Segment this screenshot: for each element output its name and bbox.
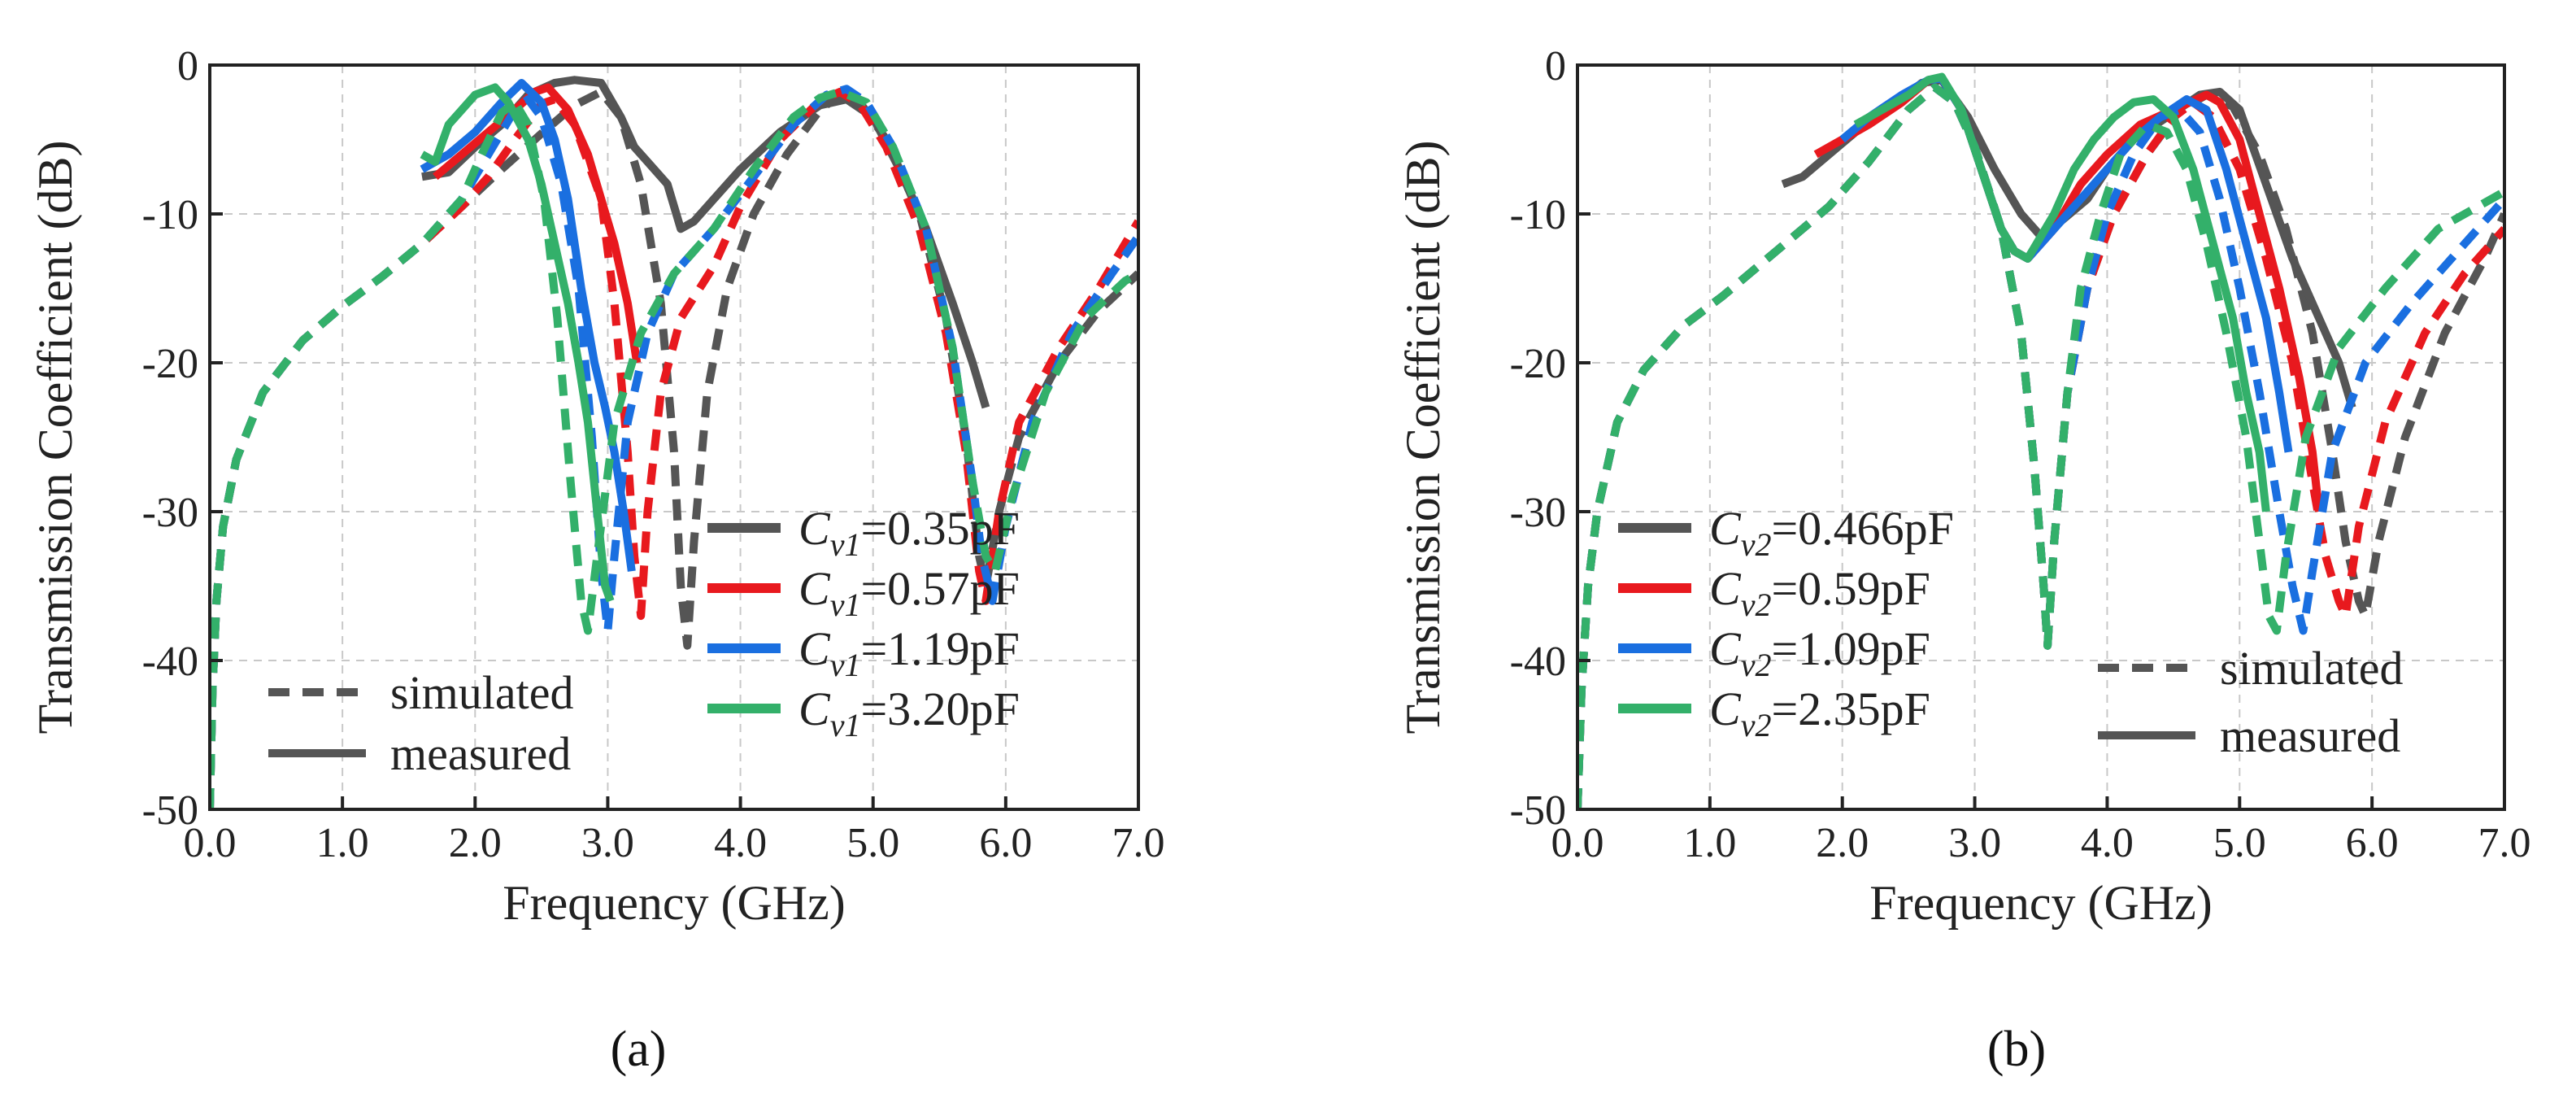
legend-value: 1.19pF	[887, 622, 1020, 675]
y-tick-label: -30	[1510, 490, 1566, 536]
legend-label-1: Cv2=0.466pF	[1709, 502, 1954, 563]
legend-equals: =	[1771, 562, 1798, 615]
chart-panel-a: 0.0 1.0 2.0 3.0 4.0 5.0 6.0 7.0 0 -10 -20 -30 -40 -50…	[28, 43, 1165, 930]
legend-label-3: Cv2=1.09pF	[1709, 622, 1930, 683]
legend-subscript: v1	[830, 586, 861, 623]
legend-symbol: C	[798, 562, 831, 615]
y-tick-label: 0	[1545, 43, 1566, 89]
x-tick-label: 7.0	[1112, 820, 1165, 866]
legend-equals: =	[1771, 502, 1798, 555]
x-tick-label: 7.0	[2478, 820, 2531, 866]
y-tick-label: -10	[142, 192, 198, 238]
x-tick-label: 3.0	[581, 820, 634, 866]
x-axis-label: Frequency (GHz)	[1869, 876, 2213, 930]
legend-subscript: v2	[1741, 586, 1772, 623]
plot-frame	[208, 63, 1140, 811]
caption-b: (b)	[1987, 1022, 2046, 1077]
x-tick-label: 4.0	[2081, 820, 2134, 866]
legend-symbol: C	[798, 502, 831, 555]
y-tick-label: -20	[142, 341, 198, 387]
legend-value: 0.35pF	[887, 502, 1020, 555]
x-tick-label: 1.0	[316, 820, 369, 866]
legend-simulated-label: simulated	[390, 666, 574, 719]
y-tick-label: -50	[1510, 787, 1566, 834]
caption-a: (a)	[611, 1022, 667, 1077]
legend-measured-label: measured	[390, 727, 571, 780]
x-axis-label: Frequency (GHz)	[503, 876, 846, 930]
series-measured-line-4	[1853, 72, 2270, 512]
legend-symbol: C	[1709, 502, 1742, 555]
legend-value: 0.57pF	[887, 562, 1020, 615]
legend-value: 3.20pF	[887, 682, 1020, 735]
legend-symbol: C	[798, 682, 831, 735]
y-tick-label: 0	[177, 43, 198, 89]
legend-subscript: v1	[830, 707, 861, 743]
series-measured-line-1	[421, 76, 990, 409]
data-curves	[210, 76, 1138, 809]
legend-label-4: Cv2=2.35pF	[1709, 682, 1930, 743]
x-tick-label: 2.0	[449, 820, 502, 866]
legend-label-2: Cv2=0.59pF	[1709, 562, 1930, 623]
legend-equals: =	[1771, 682, 1798, 735]
chart-panel-b: 0.0 1.0 2.0 3.0 4.0 5.0 6.0 7.0 0 -10 -20 -30 -40 -50…	[1396, 43, 2531, 930]
legend-label-4: Cv1=3.20pF	[798, 682, 1020, 743]
legend-label-2: Cv1=0.57pF	[798, 562, 1020, 623]
x-tick-label: 5.0	[2213, 820, 2266, 866]
data-curves	[1577, 72, 2504, 809]
y-tick-label: -30	[142, 490, 198, 536]
legend-subscript: v2	[1741, 707, 1772, 743]
legend-value: 2.35pF	[1798, 682, 1930, 735]
x-tick-label: 3.0	[1948, 820, 2001, 866]
y-tick-label: -20	[1510, 341, 1566, 387]
legend-value: 0.59pF	[1798, 562, 1930, 615]
y-tick-label: -10	[1510, 192, 1566, 238]
legend-label-3: Cv1=1.19pF	[798, 622, 1020, 683]
legend-equals: =	[860, 622, 887, 675]
series-measured-line-2	[433, 83, 642, 364]
legend-label-1: Cv1=0.35pF	[798, 502, 1020, 563]
x-tick-label: 6.0	[2346, 820, 2399, 866]
legend-equals: =	[860, 502, 887, 555]
legend-symbol: C	[798, 622, 831, 675]
x-tick-label: 1.0	[1683, 820, 1736, 866]
x-tick-label: 2.0	[1816, 820, 1869, 866]
y-tick-label: -40	[142, 639, 198, 685]
x-tick-label: 4.0	[714, 820, 767, 866]
legend-subscript: v2	[1741, 526, 1772, 563]
plot-frame	[1576, 63, 2506, 811]
legend-subscript: v1	[830, 526, 861, 563]
legend-value: 1.09pF	[1798, 622, 1930, 675]
series-simulated-line-4	[1577, 83, 2504, 809]
legend-symbol: C	[1709, 562, 1742, 615]
x-tick-label: 5.0	[846, 820, 899, 866]
legend-subscript: v1	[830, 647, 861, 683]
y-axis-label: Transmission Coefficient (dB)	[28, 141, 82, 735]
legend-style: simulated measured	[2098, 642, 2404, 762]
legend-series: Cv2=0.466pFCv2=0.59pFCv2=1.09pFCv2=2.35p…	[1618, 502, 1954, 743]
x-tick-label: 0.0	[184, 820, 237, 866]
legend-symbol: C	[1709, 682, 1742, 735]
legend-style: simulated measured	[268, 666, 574, 780]
legend-equals: =	[1771, 622, 1798, 675]
legend-value: 0.466pF	[1798, 502, 1954, 555]
series-measured-line-4	[420, 83, 615, 603]
x-tick-label: 6.0	[979, 820, 1032, 866]
legend-measured-label: measured	[2220, 709, 2400, 762]
legend-simulated-label: simulated	[2220, 642, 2404, 695]
legend-symbol: C	[1709, 622, 1742, 675]
series-simulated-line-4	[210, 87, 1138, 809]
y-axis-label: Transmission Coefficient (dB)	[1396, 141, 1450, 735]
legend-equals: =	[860, 562, 887, 615]
y-tick-label: -50	[142, 787, 198, 834]
x-tick-label: 0.0	[1551, 820, 1604, 866]
legend-subscript: v2	[1741, 647, 1772, 683]
legend-equals: =	[860, 682, 887, 735]
y-tick-label: -40	[1510, 639, 1566, 685]
